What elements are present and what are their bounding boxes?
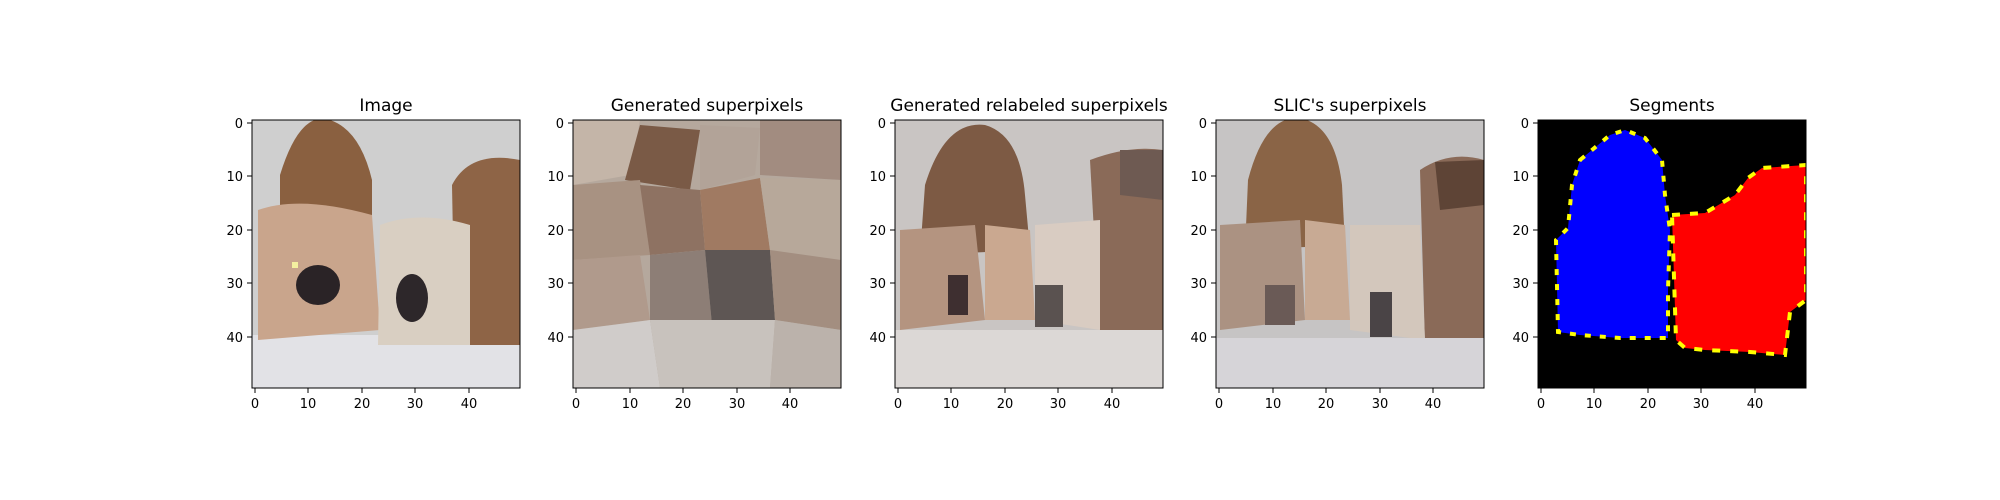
y-axis: 0 10 20 30 40 (1512, 117, 1538, 346)
y-tick-label: 10 (547, 170, 564, 185)
x-tick-label: 10 (300, 397, 317, 412)
axes-frame (1537, 119, 1807, 389)
image-content (573, 120, 841, 388)
y-tick-label: 20 (1190, 224, 1207, 239)
y-tick-label: 30 (226, 277, 243, 292)
x-tick-label: 10 (1265, 397, 1282, 412)
panel-title: SLIC's superpixels (1273, 96, 1426, 116)
y-tick-label: 0 (235, 117, 243, 132)
x-tick-label: 40 (1425, 397, 1442, 412)
image-content (895, 120, 1163, 388)
x-tick-label: 0 (1215, 397, 1223, 412)
x-tick-label: 40 (782, 397, 799, 412)
x-tick-label: 0 (894, 397, 902, 412)
axes-frame (894, 119, 1164, 389)
y-tick-label: 0 (556, 117, 564, 132)
axes-frame (1215, 119, 1485, 389)
x-axis: 0 10 20 30 40 (572, 388, 798, 412)
x-tick-label: 20 (354, 397, 371, 412)
y-tick-label: 10 (226, 170, 243, 185)
panel-segments: Segments 0 10 20 30 40 0 10 20 (1512, 96, 1807, 412)
x-tick-label: 40 (1747, 397, 1764, 412)
x-tick-label: 20 (997, 397, 1014, 412)
y-tick-label: 30 (547, 277, 564, 292)
panel-title: Segments (1629, 96, 1715, 116)
y-tick-label: 30 (1512, 277, 1529, 292)
y-tick-label: 20 (869, 224, 886, 239)
y-tick-label: 40 (226, 331, 243, 346)
panel-title: Image (359, 96, 412, 116)
panel-image: Image 0 10 20 30 40 (226, 96, 521, 412)
x-tick-label: 0 (572, 397, 580, 412)
x-tick-label: 20 (1318, 397, 1335, 412)
y-tick-label: 0 (1199, 117, 1207, 132)
x-axis: 0 10 20 30 40 (1215, 388, 1441, 412)
y-axis: 0 10 20 30 40 (547, 117, 573, 346)
y-tick-label: 20 (547, 224, 564, 239)
axes-frame (572, 119, 842, 389)
panel-title: Generated relabeled superpixels (890, 96, 1168, 116)
y-tick-label: 40 (1512, 331, 1529, 346)
x-axis: 0 10 20 30 40 (251, 388, 477, 412)
x-tick-label: 0 (251, 397, 259, 412)
x-tick-label: 30 (729, 397, 746, 412)
y-axis: 0 10 20 30 40 (869, 117, 895, 346)
y-tick-label: 40 (1190, 331, 1207, 346)
y-tick-label: 10 (1190, 170, 1207, 185)
x-tick-label: 10 (943, 397, 960, 412)
y-tick-label: 40 (869, 331, 886, 346)
x-tick-label: 30 (407, 397, 424, 412)
y-tick-label: 40 (547, 331, 564, 346)
panel-title: Generated superpixels (611, 96, 804, 116)
x-tick-label: 10 (1586, 397, 1603, 412)
image-content (252, 120, 520, 388)
x-axis: 0 10 20 30 40 (894, 388, 1120, 412)
panel-generated-superpixels: Generated superpixels 0 (547, 96, 842, 412)
y-axis: 0 10 20 30 40 (226, 117, 252, 346)
x-tick-label: 20 (1640, 397, 1657, 412)
y-tick-label: 30 (1190, 277, 1207, 292)
x-tick-label: 30 (1693, 397, 1710, 412)
x-tick-label: 10 (622, 397, 639, 412)
segment-left (1553, 127, 1673, 340)
x-tick-label: 30 (1050, 397, 1067, 412)
y-tick-label: 0 (1521, 117, 1529, 132)
y-tick-label: 20 (226, 224, 243, 239)
x-tick-label: 40 (1104, 397, 1121, 412)
y-tick-label: 10 (869, 170, 886, 185)
segment-right (1669, 162, 1806, 358)
y-tick-label: 0 (878, 117, 886, 132)
axes-frame (251, 119, 521, 389)
x-axis: 0 10 20 30 40 (1537, 388, 1763, 412)
x-tick-label: 0 (1537, 397, 1545, 412)
y-axis: 0 10 20 30 40 (1190, 117, 1216, 346)
x-tick-label: 20 (675, 397, 692, 412)
image-content (1538, 120, 1806, 388)
y-tick-label: 30 (869, 277, 886, 292)
y-tick-label: 20 (1512, 224, 1529, 239)
x-tick-label: 30 (1372, 397, 1389, 412)
x-tick-label: 40 (461, 397, 478, 412)
panel-generated-relabeled-superpixels: Generated relabeled superpixels 0 10 20 … (869, 96, 1167, 412)
y-tick-label: 10 (1512, 170, 1529, 185)
image-content (1216, 120, 1484, 388)
panel-slic-superpixels: SLIC's superpixels 0 10 20 30 40 (1190, 96, 1485, 412)
